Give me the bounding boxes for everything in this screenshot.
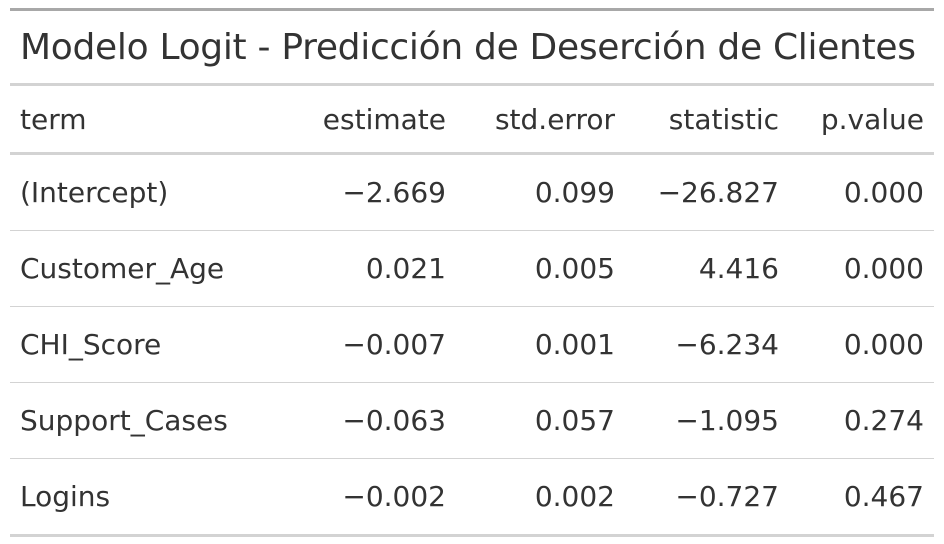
cell-estimate: 0.021 bbox=[286, 231, 456, 307]
column-header-term: term bbox=[10, 86, 286, 154]
cell-std-error: 0.099 bbox=[456, 154, 625, 231]
cell-statistic: −1.095 bbox=[625, 383, 789, 459]
cell-estimate: −0.002 bbox=[286, 459, 456, 536]
cell-p-value: 0.000 bbox=[789, 154, 934, 231]
cell-std-error: 0.002 bbox=[456, 459, 625, 536]
cell-estimate: −0.007 bbox=[286, 307, 456, 383]
cell-std-error: 0.005 bbox=[456, 231, 625, 307]
coefficients-table: term estimate std.error statistic p.valu… bbox=[10, 86, 934, 537]
cell-statistic: −6.234 bbox=[625, 307, 789, 383]
column-header-std-error: std.error bbox=[456, 86, 625, 154]
cell-term: Customer_Age bbox=[10, 231, 286, 307]
cell-std-error: 0.057 bbox=[456, 383, 625, 459]
regression-table: Modelo Logit - Predicción de Deserción d… bbox=[10, 8, 934, 537]
cell-statistic: 4.416 bbox=[625, 231, 789, 307]
cell-statistic: −26.827 bbox=[625, 154, 789, 231]
table-row: CHI_Score −0.007 0.001 −6.234 0.000 bbox=[10, 307, 934, 383]
table-title: Modelo Logit - Predicción de Deserción d… bbox=[10, 11, 934, 83]
cell-std-error: 0.001 bbox=[456, 307, 625, 383]
cell-p-value: 0.000 bbox=[789, 231, 934, 307]
table-row: Support_Cases −0.063 0.057 −1.095 0.274 bbox=[10, 383, 934, 459]
cell-p-value: 0.467 bbox=[789, 459, 934, 536]
column-header-p-value: p.value bbox=[789, 86, 934, 154]
header-row: term estimate std.error statistic p.valu… bbox=[10, 86, 934, 154]
cell-statistic: −0.727 bbox=[625, 459, 789, 536]
table-row: Logins −0.002 0.002 −0.727 0.467 bbox=[10, 459, 934, 536]
cell-term: Support_Cases bbox=[10, 383, 286, 459]
cell-term: Logins bbox=[10, 459, 286, 536]
cell-term: CHI_Score bbox=[10, 307, 286, 383]
cell-p-value: 0.274 bbox=[789, 383, 934, 459]
cell-estimate: −0.063 bbox=[286, 383, 456, 459]
column-header-estimate: estimate bbox=[286, 86, 456, 154]
table-row: Customer_Age 0.021 0.005 4.416 0.000 bbox=[10, 231, 934, 307]
table-row: (Intercept) −2.669 0.099 −26.827 0.000 bbox=[10, 154, 934, 231]
column-header-statistic: statistic bbox=[625, 86, 789, 154]
cell-estimate: −2.669 bbox=[286, 154, 456, 231]
cell-term: (Intercept) bbox=[10, 154, 286, 231]
cell-p-value: 0.000 bbox=[789, 307, 934, 383]
